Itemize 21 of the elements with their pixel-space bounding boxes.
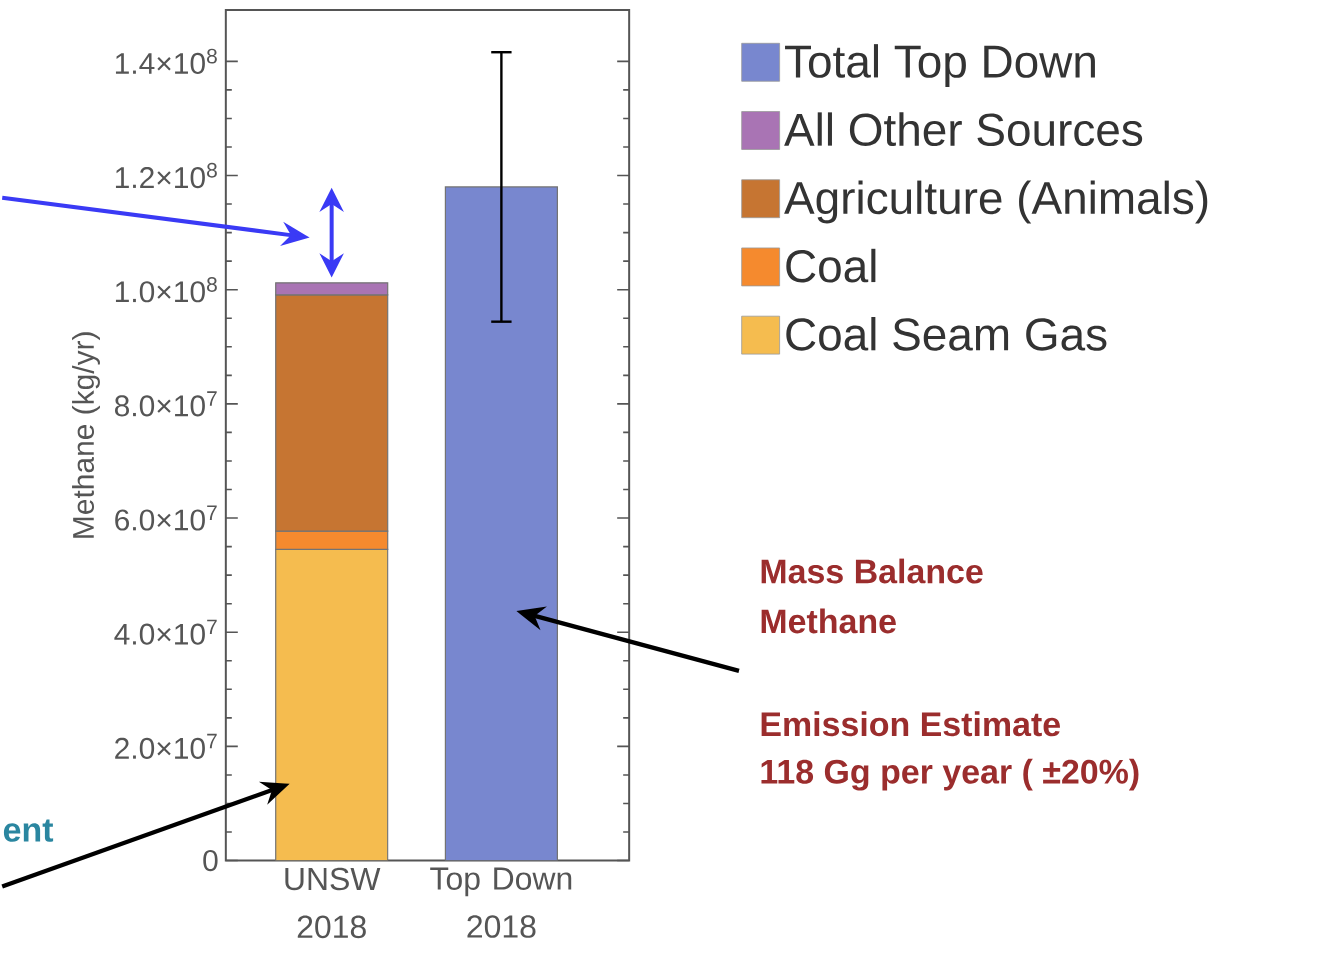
legend-label: Total Top Down	[785, 43, 1095, 87]
y-tick-label: 1.2×10$^{8}$	[115, 162, 217, 188]
x-tick-label: Top Down 2018	[430, 867, 572, 938]
y-tick-label: 2.0×10$^{7}$	[115, 733, 217, 759]
y-axis-title: Methane (kg/yr)	[72, 332, 100, 538]
text: ent	[3, 819, 54, 842]
y-tick-label: 8.0×10$^{7}$	[114, 391, 217, 417]
y-tick-label: 1.0×10$^{8}$	[115, 276, 217, 303]
legend-label: Agriculture (Animals)	[784, 180, 1208, 224]
y-tick-label: 0	[203, 849, 218, 871]
legend-label: Coal	[786, 248, 876, 283]
legend-label: Coal Seam Gas	[786, 316, 1107, 351]
x-tick-label: UNSW 2018	[285, 867, 381, 938]
text: Emission Estimate	[761, 711, 1060, 737]
legend-label: All Other Sources	[784, 112, 1143, 146]
text: Methane	[761, 608, 896, 634]
text: 118 Gg per year ( ±20%)	[761, 758, 1139, 791]
text: Mass Balance	[761, 558, 983, 584]
y-tick-label: 4.0×10$^{7}$	[114, 619, 217, 645]
y-tick-label: 1.4×10$^{8}$	[115, 48, 217, 74]
y-tick-label: 6.0×10$^{7}$	[115, 505, 217, 531]
